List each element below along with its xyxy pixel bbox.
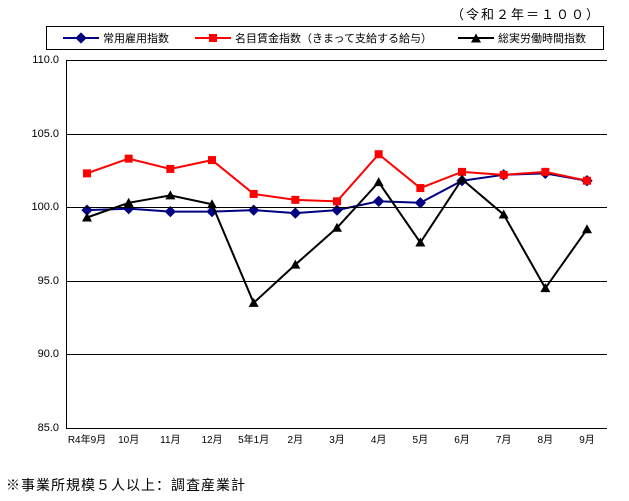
legend-label: 名目賃金指数（きまって支給する給与） bbox=[235, 30, 432, 46]
square-icon bbox=[125, 155, 133, 163]
x-axis-label: 11月 bbox=[160, 431, 180, 446]
diamond-icon bbox=[373, 196, 384, 207]
x-axis-label: 5年1月 bbox=[238, 431, 269, 446]
x-axis-label: R4年9月 bbox=[68, 431, 106, 446]
y-axis-label: 85.0 bbox=[9, 422, 59, 434]
plot-svg bbox=[67, 60, 607, 428]
x-axis-label: 8月 bbox=[538, 431, 554, 446]
legend: 常用雇用指数 名目賃金指数（きまって支給する給与） 総実労働時間指数 bbox=[46, 26, 604, 50]
square-icon bbox=[291, 196, 299, 204]
x-axis-label: 4月 bbox=[371, 431, 387, 446]
square-icon bbox=[500, 171, 508, 179]
legend-item: 総実労働時間指数 bbox=[458, 30, 586, 46]
square-icon bbox=[83, 169, 91, 177]
legend-item: 常用雇用指数 bbox=[63, 30, 169, 46]
y-axis-label: 105.0 bbox=[9, 128, 59, 140]
diamond-icon bbox=[248, 204, 259, 215]
gridline bbox=[67, 60, 607, 61]
footnote: ※事業所規模５人以上：調査産業計 bbox=[6, 475, 246, 495]
legend-label: 総実労働時間指数 bbox=[498, 30, 586, 46]
x-axis-label: 12月 bbox=[201, 431, 222, 446]
plot-area: 85.090.095.0100.0105.0110.0R4年9月10月11月12… bbox=[66, 60, 607, 429]
x-axis-label: 3月 bbox=[329, 431, 345, 446]
triangle-icon bbox=[165, 190, 175, 199]
y-axis-label: 95.0 bbox=[9, 275, 59, 287]
x-axis-label: 5月 bbox=[413, 431, 429, 446]
gridline bbox=[67, 134, 607, 135]
chart-container: （令和２年＝１００） 常用雇用指数 名目賃金指数（きまって支給する給与） 総実労働時… bbox=[0, 0, 629, 501]
y-axis-label: 90.0 bbox=[9, 348, 59, 360]
x-axis-label: 7月 bbox=[496, 431, 512, 446]
triangle-icon bbox=[471, 34, 481, 43]
square-icon bbox=[166, 165, 174, 173]
square-icon bbox=[250, 190, 258, 198]
triangle-icon bbox=[582, 224, 592, 233]
x-axis-label: 9月 bbox=[579, 431, 595, 446]
square-icon bbox=[416, 184, 424, 192]
legend-label: 常用雇用指数 bbox=[103, 30, 169, 46]
diamond-icon bbox=[290, 207, 301, 218]
square-icon bbox=[541, 168, 549, 176]
legend-item: 名目賃金指数（きまって支給する給与） bbox=[195, 30, 432, 46]
x-axis-label: 2月 bbox=[288, 431, 304, 446]
square-icon bbox=[375, 150, 383, 158]
square-icon bbox=[209, 34, 217, 42]
x-axis-label: 6月 bbox=[454, 431, 470, 446]
x-axis-label: 10月 bbox=[118, 431, 139, 446]
gridline bbox=[67, 281, 607, 282]
gridline bbox=[67, 207, 607, 208]
square-icon bbox=[208, 156, 216, 164]
diamond-icon bbox=[75, 32, 86, 43]
triangle-icon bbox=[374, 177, 384, 186]
y-axis-label: 100.0 bbox=[9, 201, 59, 213]
gridline bbox=[67, 354, 607, 355]
diamond-icon bbox=[331, 204, 342, 215]
square-icon bbox=[583, 177, 591, 185]
series-line bbox=[87, 154, 587, 201]
square-icon bbox=[333, 197, 341, 205]
y-axis-label: 110.0 bbox=[9, 54, 59, 66]
subtitle: （令和２年＝１００） bbox=[451, 4, 601, 23]
